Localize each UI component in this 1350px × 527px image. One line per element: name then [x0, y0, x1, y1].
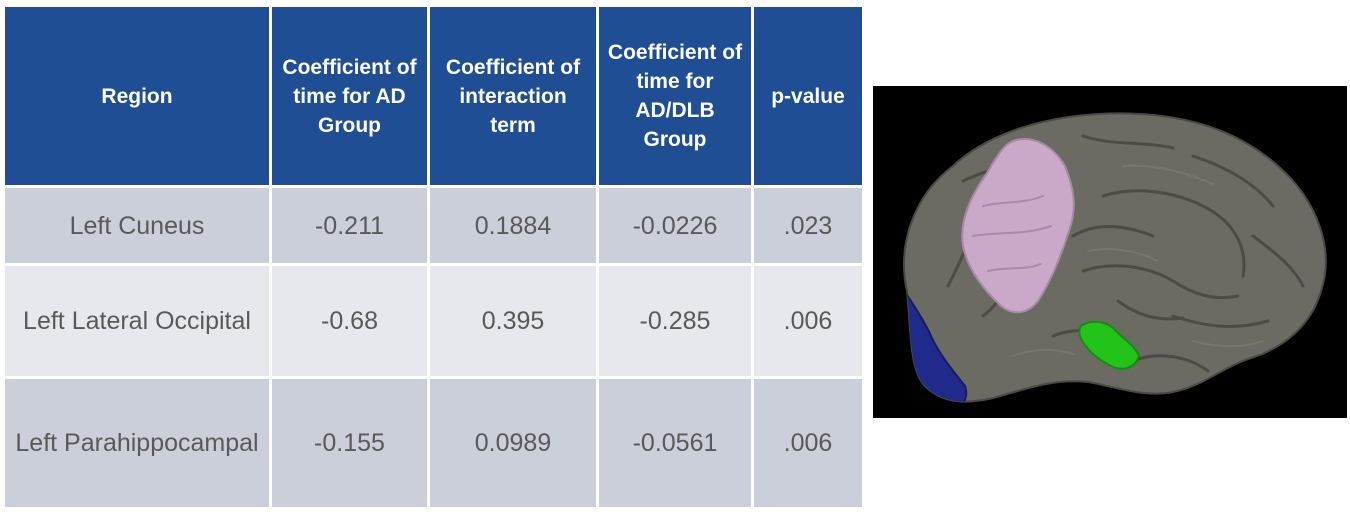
highlight-region-pink [961, 138, 1075, 314]
cell-coef-ad: -0.68 [269, 263, 430, 379]
header-coef-interaction: Coefficient of interaction term [427, 4, 599, 188]
table-row: Left Cuneus -0.211 0.1884 -0.0226 .023 [2, 185, 865, 266]
cell-coef-ad-dlb: -0.0226 [596, 185, 754, 266]
table-row: Left Parahippocampal -0.155 0.0989 -0.05… [2, 376, 865, 510]
header-region: Region [2, 4, 272, 188]
cell-region: Left Cuneus [2, 185, 272, 266]
brain-surface-image [873, 86, 1347, 418]
table-row: Left Lateral Occipital -0.68 0.395 -0.28… [2, 263, 865, 379]
cell-region: Left Lateral Occipital [2, 263, 272, 379]
table-header-row: Region Coefficient of time for AD Group … [2, 4, 865, 188]
brain-illustration [903, 112, 1327, 403]
highlight-region-blue [904, 285, 968, 402]
cell-coef-interaction: 0.0989 [427, 376, 599, 510]
highlight-region-green [1078, 320, 1141, 370]
cell-coef-ad: -0.155 [269, 376, 430, 510]
cell-p-value: .023 [751, 185, 865, 266]
header-p-value: p-value [751, 4, 865, 188]
results-table: Region Coefficient of time for AD Group … [2, 4, 865, 510]
cell-coef-interaction: 0.395 [427, 263, 599, 379]
header-coef-ad-dlb: Coefficient of time for AD/DLB Group [596, 4, 754, 188]
cell-region: Left Parahippocampal [2, 376, 272, 510]
cell-coef-ad-dlb: -0.0561 [596, 376, 754, 510]
header-coef-ad: Coefficient of time for AD Group [269, 4, 430, 188]
cell-coef-ad: -0.211 [269, 185, 430, 266]
cell-p-value: .006 [751, 376, 865, 510]
cell-p-value: .006 [751, 263, 865, 379]
cell-coef-ad-dlb: -0.285 [596, 263, 754, 379]
brain-details [904, 134, 1305, 402]
cell-coef-interaction: 0.1884 [427, 185, 599, 266]
